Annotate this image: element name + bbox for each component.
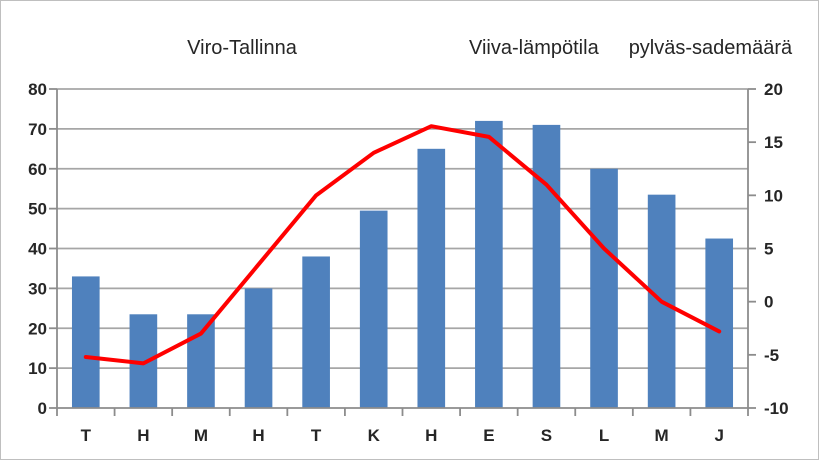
category-label-2: H <box>137 426 149 445</box>
category-label-8: E <box>483 426 494 445</box>
bar-J-12 <box>705 238 734 408</box>
chart-legend: Viiva-lämpötila pylväs-sademäärä <box>469 37 792 60</box>
category-label-3: M <box>194 426 208 445</box>
category-label-10: L <box>599 426 609 445</box>
right-axis-label-10: 10 <box>764 186 783 205</box>
category-label-5: T <box>311 426 322 445</box>
right-axis-label-0: 0 <box>764 293 773 312</box>
right-axis-label-15: 15 <box>764 133 783 152</box>
temperature-line <box>83 124 722 366</box>
bar-H-4 <box>244 288 273 408</box>
left-axis-label-70: 70 <box>28 120 47 139</box>
left-axis-label-40: 40 <box>28 240 47 259</box>
right-axis-label--5: -5 <box>764 346 779 365</box>
category-label-7: H <box>425 426 437 445</box>
left-axis-label-10: 10 <box>28 359 47 378</box>
bar-K-6 <box>359 210 388 408</box>
left-axis-label-20: 20 <box>28 319 47 338</box>
left-axis-label-60: 60 <box>28 160 47 179</box>
left-axis-label-30: 30 <box>28 279 47 298</box>
bar-T-1 <box>71 276 100 408</box>
legend-item-temperature-line: Viiva-lämpötila <box>469 37 599 59</box>
legend-item-precipitation-bar: pylväs-sademäärä <box>628 37 793 59</box>
category-label-6: K <box>368 426 381 445</box>
bar-M-3 <box>187 314 215 408</box>
chart-title: Viro-Tallinna <box>187 37 297 59</box>
category-label-12: J <box>714 426 723 445</box>
left-axis-label-50: 50 <box>28 200 47 219</box>
bar-S-9 <box>532 124 561 408</box>
bar-T-5 <box>302 256 330 408</box>
right-axis-label-5: 5 <box>764 240 773 259</box>
bar-L-10 <box>590 168 618 408</box>
category-label-1: T <box>81 426 92 445</box>
category-label-9: S <box>541 426 552 445</box>
right-axis-label-20: 20 <box>764 80 783 99</box>
bar-H-7 <box>417 148 446 408</box>
right-axis-label--10: -10 <box>764 399 789 418</box>
left-axis-label-80: 80 <box>28 80 47 99</box>
category-label-4: H <box>252 426 264 445</box>
bar-E-8 <box>475 120 503 409</box>
left-axis-label-0: 0 <box>38 399 47 418</box>
category-label-11: M <box>655 426 669 445</box>
